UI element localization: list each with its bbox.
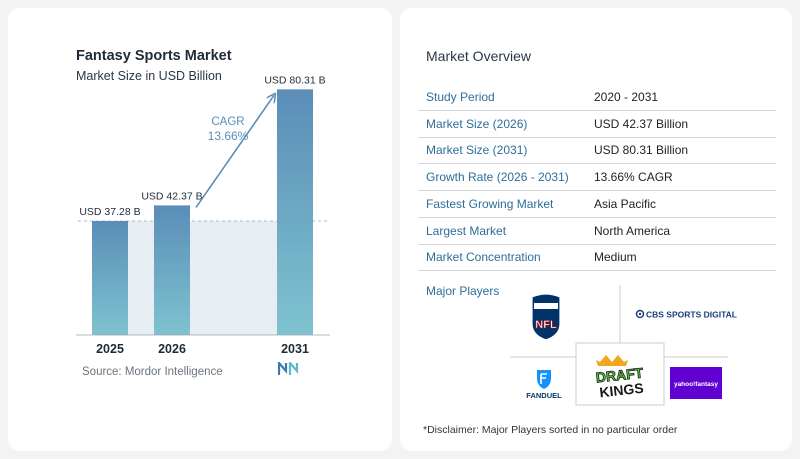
bar-value-label: USD 80.31 B xyxy=(264,74,325,86)
overview-row: Market Size (2026) USD 42.37 Billion xyxy=(418,111,776,138)
overview-row: Largest Market North America xyxy=(418,218,776,245)
draftkings-logo-text-2: KINGS xyxy=(599,380,645,401)
x-tick-label: 2025 xyxy=(96,342,124,356)
overview-title: Market Overview xyxy=(426,48,532,64)
overview-row-label: Market Size (2031) xyxy=(426,143,528,158)
source-text: Source: Mordor Intelligence xyxy=(82,366,223,378)
projection-shade xyxy=(128,220,277,335)
x-tick-label: 2026 xyxy=(158,342,186,356)
overview-row-label: Study Period xyxy=(426,90,495,104)
overview-row-value: Asia Pacific xyxy=(594,196,657,211)
x-tick-label: 2031 xyxy=(281,342,309,356)
overview-row-value: North America xyxy=(594,223,671,238)
overview-row: Market Size (2031) USD 80.31 Billion xyxy=(418,137,776,165)
major-players-label: Major Players xyxy=(426,284,500,298)
fanduel-logo-text: FANDUEL xyxy=(526,391,562,400)
bar-2026 xyxy=(154,205,190,335)
mordor-logo-icon xyxy=(278,362,299,375)
nfl-logo-icon: NFL xyxy=(531,293,561,341)
overview-row-value: 2020 - 2031 xyxy=(594,90,659,104)
draftkings-cell xyxy=(575,342,665,406)
overview-row-label: Fastest Growing Market xyxy=(426,196,554,211)
overview-row-label: Market Size (2026) xyxy=(426,116,528,131)
overview-row: Study Period 2020 - 2031 xyxy=(418,84,776,111)
draftkings-logo-text-1: DRAFT xyxy=(595,365,644,386)
overview-row: Market Concentration Medium xyxy=(418,244,776,272)
bar-value-label: USD 42.37 B xyxy=(141,190,202,202)
bar-2025 xyxy=(92,220,128,335)
disclaimer-text: *Disclaimer: Major Players sorted in no … xyxy=(423,424,678,436)
overview-row: Growth Rate (2026 - 2031) 13.66% CAGR xyxy=(418,164,776,192)
yahoo-logo-text: yahoo!fantasy xyxy=(674,381,718,388)
overview-row-value: USD 42.37 Billion xyxy=(594,116,689,131)
nfl-logo-text: NFL xyxy=(535,319,557,331)
cagr-label: CAGR xyxy=(211,116,244,128)
cbs-logo-icon: CBS SPORTS DIGITAL xyxy=(635,310,737,320)
bar-2031 xyxy=(277,89,313,335)
fanduel-logo-icon: FANDUEL xyxy=(526,370,562,400)
cbs-logo-text: CBS SPORTS DIGITAL xyxy=(646,310,737,320)
draftkings-logo-icon: DRAFT KINGS xyxy=(595,355,645,401)
cagr-arrow xyxy=(195,95,274,208)
overview-row-value: Medium xyxy=(594,250,637,265)
cagr-value: 13.66% xyxy=(208,129,249,143)
overview-row-value: USD 80.31 Billion xyxy=(594,143,689,158)
overview-row-label: Largest Market xyxy=(426,223,507,238)
overview-row-label: Market Concentration xyxy=(426,250,541,265)
overview-row-value: 13.66% CAGR xyxy=(594,170,673,185)
bar-value-label: USD 37.28 B xyxy=(79,206,140,218)
bar-chart: USD 37.28 B 2025 USD 42.37 B 2026 USD 80.31 … xyxy=(76,74,330,356)
overview-row-label: Growth Rate (2026 - 2031) xyxy=(426,170,569,185)
overview-row: Fastest Growing Market Asia Pacific xyxy=(418,191,776,218)
chart-subtitle: Market Size in USD Billion xyxy=(76,69,222,83)
yahoo-fantasy-logo-icon: yahoo!fantasy xyxy=(670,367,722,399)
chart-title: Fantasy Sports Market xyxy=(76,48,232,64)
